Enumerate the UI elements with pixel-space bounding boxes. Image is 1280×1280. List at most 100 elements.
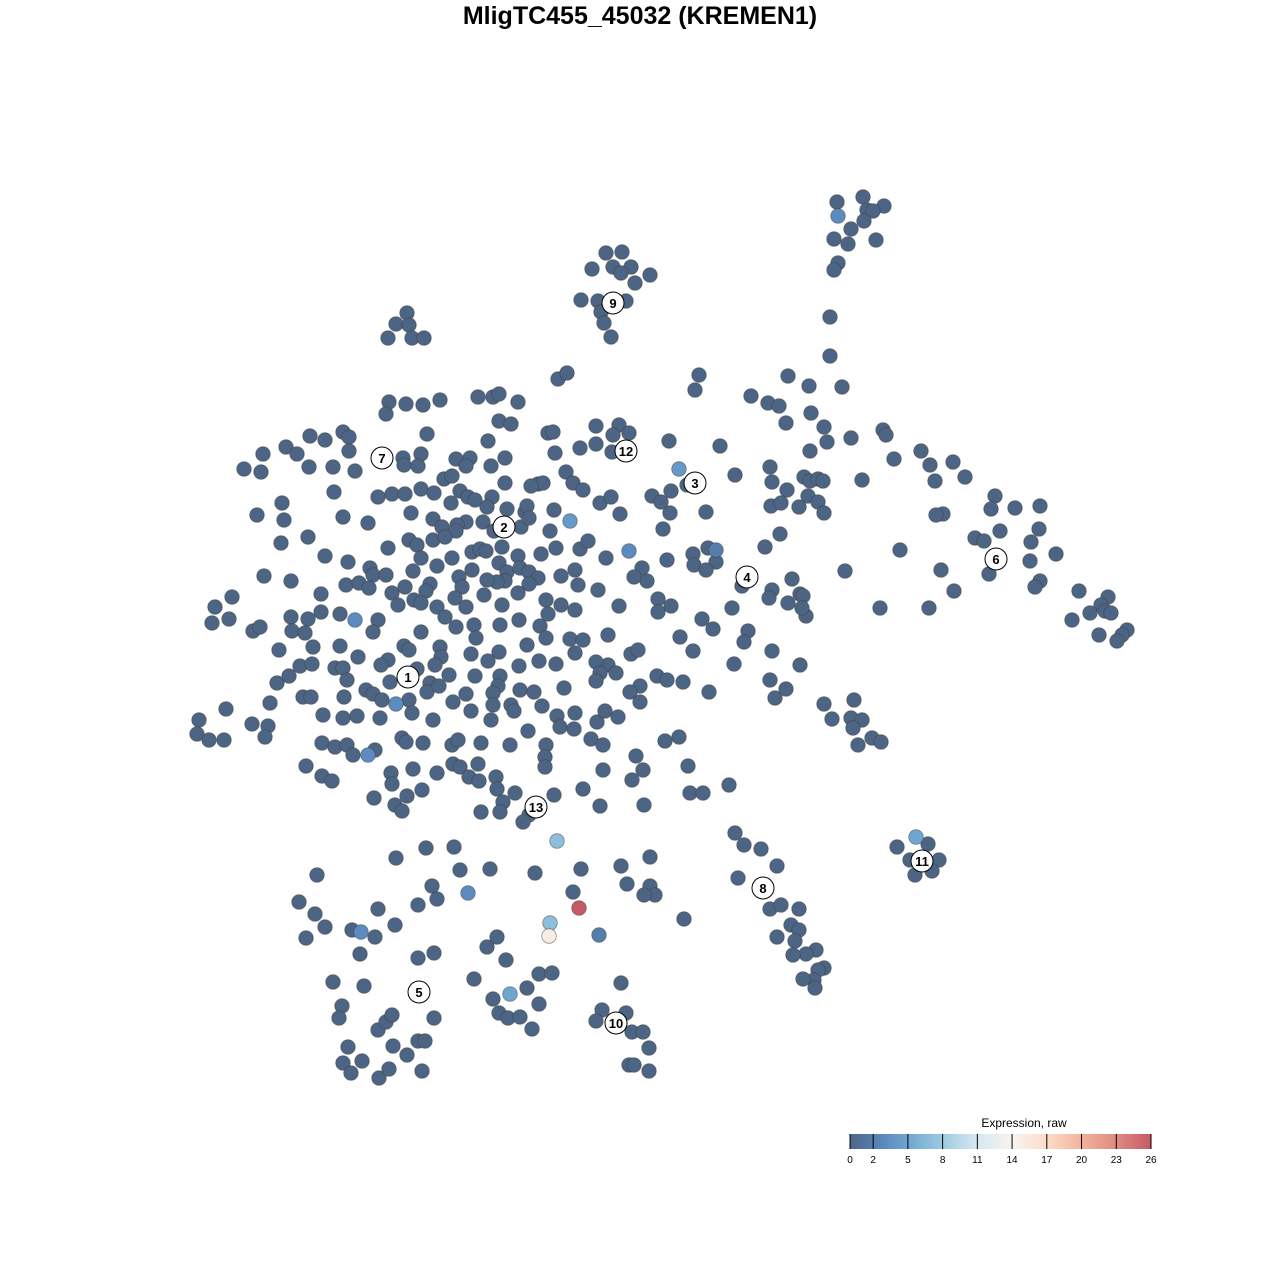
cell-point <box>394 803 410 819</box>
cell-point <box>1031 521 1047 537</box>
cell-point <box>538 592 554 608</box>
cell-point <box>479 499 495 515</box>
cell-point <box>380 330 396 346</box>
cell-point <box>446 839 462 855</box>
cell-point <box>613 975 629 991</box>
cell-point <box>598 245 614 261</box>
cell-point <box>826 262 842 278</box>
cell-point <box>314 735 330 751</box>
cell-point <box>721 777 737 793</box>
cell-point <box>385 1038 401 1054</box>
cell-point <box>573 292 589 308</box>
cell-point <box>767 690 783 706</box>
cell-point <box>276 512 292 528</box>
cell-point <box>642 849 658 865</box>
cell-point <box>338 577 354 593</box>
cluster-label-text: 8 <box>759 881 766 896</box>
cell-point <box>976 533 992 549</box>
cell-point <box>531 966 547 982</box>
cell-point <box>427 657 443 673</box>
cell-point <box>511 658 527 674</box>
cell-point <box>354 1053 370 1069</box>
cell-point <box>537 759 553 775</box>
cell-point <box>336 689 352 705</box>
cluster-label-7: 7 <box>370 446 394 470</box>
cell-point <box>757 539 773 555</box>
cell-point <box>1082 605 1098 621</box>
cell-point <box>659 552 675 568</box>
cell-point <box>575 632 591 648</box>
cell-point <box>663 483 679 499</box>
cell-point <box>520 723 536 739</box>
cell-point <box>367 929 383 945</box>
cell-point <box>271 642 287 658</box>
cell-point <box>773 495 789 511</box>
cell-point <box>628 748 644 764</box>
cell-point <box>1064 612 1080 628</box>
cell-point <box>743 388 759 404</box>
cell-point <box>791 499 807 515</box>
cell-point <box>921 600 937 616</box>
cell-point <box>297 625 313 641</box>
cell-point <box>843 430 859 446</box>
cell-point <box>687 382 703 398</box>
cell-point <box>405 563 421 579</box>
cell-point <box>542 523 558 539</box>
cell-point <box>553 568 569 584</box>
cell-point <box>545 424 561 440</box>
cell-point <box>588 673 604 689</box>
cell-point <box>244 716 260 732</box>
cell-point <box>632 694 648 710</box>
cell-point <box>635 762 651 778</box>
cell-point <box>335 509 351 525</box>
cell-point <box>289 446 305 462</box>
cell-point <box>302 428 318 444</box>
cell-point <box>414 782 430 798</box>
cell-point <box>444 468 460 484</box>
cell-point <box>410 897 426 913</box>
cell-point <box>523 478 539 494</box>
cell-point <box>787 933 803 949</box>
cell-point <box>216 732 232 748</box>
cell-point <box>437 529 453 545</box>
cluster-label-3: 3 <box>683 471 707 495</box>
cell-point <box>730 870 746 886</box>
cell-point <box>317 548 333 564</box>
cell-point <box>371 1070 387 1086</box>
cell-point <box>491 386 507 402</box>
cell-point <box>589 714 605 730</box>
cell-point <box>680 758 696 774</box>
cell-point <box>467 668 483 684</box>
cell-point <box>463 646 479 662</box>
cluster-label-text: 5 <box>415 985 422 1000</box>
cell-point <box>382 674 398 690</box>
cell-point <box>413 624 429 640</box>
cell-point <box>444 550 460 566</box>
cell-point <box>313 586 329 602</box>
cell-point <box>567 705 583 721</box>
cell-point <box>332 638 348 654</box>
cell-point <box>236 461 252 477</box>
cell-point <box>992 523 1008 539</box>
cell-point <box>415 735 431 751</box>
cell-point <box>558 464 574 480</box>
cell-point <box>946 583 962 599</box>
cell-point <box>475 514 491 530</box>
cell-point <box>418 840 434 856</box>
cell-point <box>401 642 417 658</box>
cell-point <box>431 678 447 694</box>
cluster-label-1: 1 <box>396 665 420 689</box>
cell-point <box>762 459 778 475</box>
cell-point <box>221 611 237 627</box>
cell-point <box>816 696 832 712</box>
cell-point <box>507 785 523 801</box>
cell-point <box>792 657 808 673</box>
cell-point <box>401 692 417 708</box>
cell-point <box>503 416 519 432</box>
cell-point <box>778 415 794 431</box>
cell-point <box>726 656 742 672</box>
chart-title: MligTC455_45032 (KREMEN1) <box>462 2 818 30</box>
cell-point <box>642 267 658 283</box>
cell-point <box>426 485 442 501</box>
cell-point <box>630 642 646 658</box>
